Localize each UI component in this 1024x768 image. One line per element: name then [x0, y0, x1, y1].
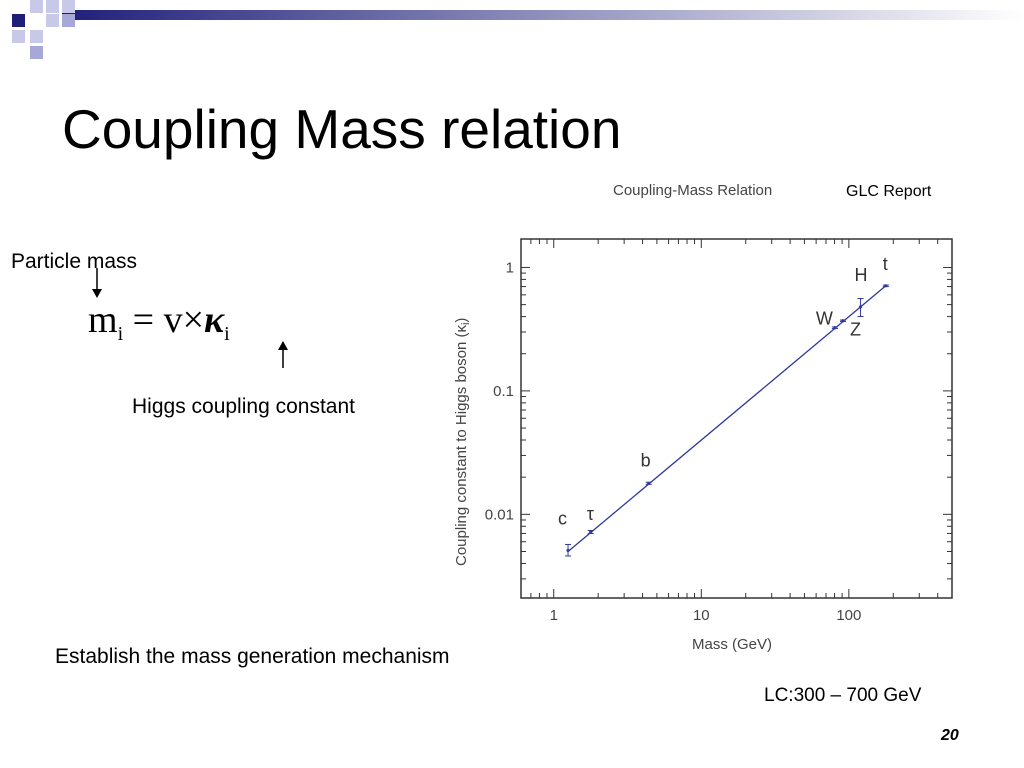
formula-kappa: κ	[204, 299, 225, 341]
formula-times: ×	[182, 299, 204, 341]
conclusion-text: Establish the mass generation mechanism	[55, 645, 450, 668]
point-label-W: W	[816, 309, 833, 329]
data-point-Z	[841, 319, 845, 323]
formula-kappa-index: i	[224, 323, 230, 345]
x-tick-label: 10	[693, 607, 710, 624]
fit-line-layer	[567, 285, 887, 552]
y-axis-label-tail: )	[453, 318, 470, 323]
y-tick-label: 0.1	[493, 383, 514, 400]
data-point-τ	[589, 530, 593, 534]
y-axis-label-subscript: i	[460, 323, 472, 325]
point-label-τ: τ	[587, 504, 594, 524]
x-tick-label: 100	[836, 607, 861, 624]
point-label-c: c	[558, 508, 567, 528]
slide-title: Coupling Mass relation	[62, 98, 622, 160]
plot-frame	[520, 238, 953, 599]
coupling-arrow-icon	[278, 341, 288, 368]
formula-mass: m	[88, 299, 118, 341]
point-label-t: t	[883, 254, 888, 274]
data-point-W	[833, 326, 837, 330]
point-label-Z: Z	[850, 320, 861, 340]
data-point-b	[647, 481, 651, 486]
energy-note: LC:300 – 700 GeV	[764, 685, 922, 706]
source-note: GLC Report	[846, 183, 932, 200]
higgs-coupling-label: Higgs coupling constant	[132, 395, 355, 418]
data-point-t	[884, 284, 888, 288]
fit-line	[567, 285, 887, 552]
data-point-c	[566, 548, 570, 553]
chart-title: Coupling-Mass Relation	[613, 182, 772, 199]
mass-arrow-icon	[92, 268, 102, 298]
y-axis-label: Coupling constant to Higgs boson (κi)	[453, 318, 472, 566]
data-point-H	[858, 305, 863, 309]
formula-vev: v	[163, 299, 183, 341]
y-tick-label: 0.01	[485, 506, 514, 523]
title-decoration-bar	[12, 0, 1024, 59]
formula-mass-index: i	[117, 323, 124, 345]
axis-ticks: 1 10 100 0.01 0.1 1	[485, 239, 953, 624]
mass-formula: mi = v×κi	[88, 298, 230, 346]
x-tick-label: 1	[550, 607, 558, 624]
point-label-b: b	[641, 450, 651, 470]
particle-mass-label: Particle mass	[11, 250, 138, 273]
page-number: 20	[941, 727, 959, 744]
formula-equals: =	[132, 299, 155, 341]
x-axis-label: Mass (GeV)	[692, 636, 772, 653]
data-points-layer: c τ b WZ Ht	[558, 254, 889, 557]
point-label-H: H	[855, 265, 868, 285]
y-tick-label: 1	[506, 259, 514, 276]
